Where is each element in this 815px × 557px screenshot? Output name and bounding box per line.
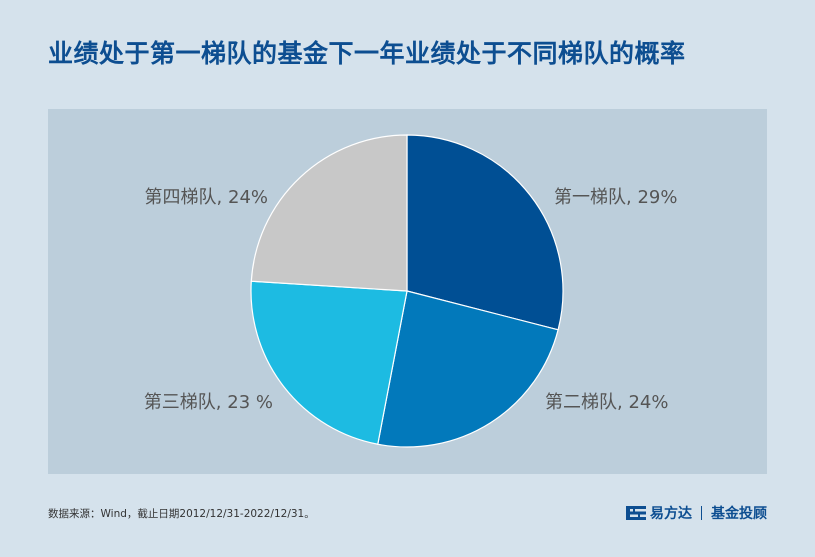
- brand-divider: [701, 506, 702, 520]
- brand-name: 易方达: [650, 506, 692, 522]
- efund-logo-icon: [626, 506, 646, 520]
- chart-title: 业绩处于第一梯队的基金下一年业绩处于不同梯队的概率: [48, 39, 686, 68]
- pie-slice-4: [250, 134, 408, 292]
- pie-label-1: 第一梯队, 29%: [554, 187, 677, 208]
- brand-sub: 基金投顾: [711, 506, 767, 522]
- chart-panel: 第一梯队, 29% 第二梯队, 24% 第三梯队, 23 % 第四梯队, 24%: [48, 109, 767, 474]
- brand-block: 易方达 基金投顾: [626, 503, 767, 523]
- pie-label-2: 第二梯队, 24%: [545, 392, 668, 413]
- source-note: 数据来源：Wind，截止日期2012/12/31-2022/12/31。: [48, 508, 315, 520]
- pie-chart: 第一梯队, 29% 第二梯队, 24% 第三梯队, 23 % 第四梯队, 24%: [144, 134, 677, 448]
- pie-label-3: 第三梯队, 23 %: [144, 392, 273, 413]
- pie-label-4: 第四梯队, 24%: [145, 187, 268, 208]
- pie-slice-1: [406, 134, 564, 331]
- pie-slice-2: [377, 290, 559, 448]
- pie-slice-3: [250, 280, 408, 445]
